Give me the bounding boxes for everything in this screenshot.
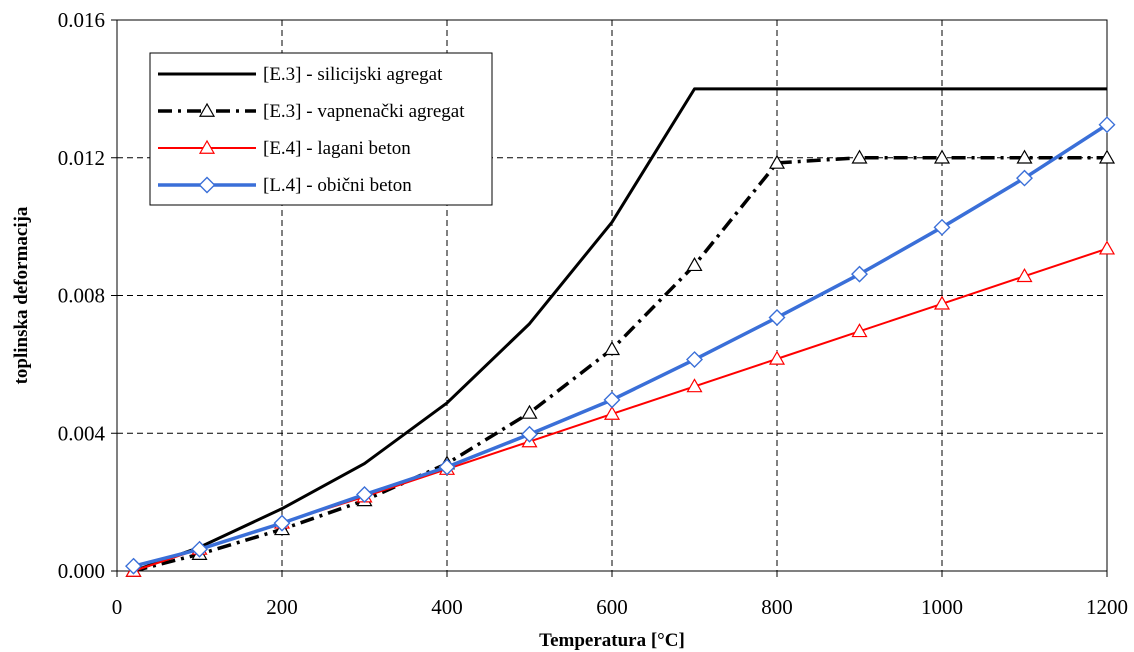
- point-marker: [125, 557, 142, 575]
- point-marker: [273, 514, 291, 532]
- point-marker: [1098, 240, 1116, 255]
- legend-item: [E.4] - lagani beton: [158, 138, 411, 159]
- point-marker: [686, 378, 703, 393]
- point-marker: [603, 405, 621, 420]
- point-marker: [191, 540, 208, 558]
- point-marker: [1098, 116, 1116, 134]
- legend-item: [E.3] - silicijski agregat: [158, 64, 443, 85]
- legend-marker: [198, 176, 216, 194]
- legend-marker: [198, 139, 216, 154]
- legend-label: [E.3] - silicijski agregat: [263, 64, 443, 85]
- series-layer: [125, 87, 1116, 577]
- point-marker: [603, 391, 621, 409]
- point-marker: [438, 458, 456, 476]
- point-marker: [851, 323, 868, 338]
- series-line-e-3-silicijski-agregat: [132, 87, 1107, 573]
- point-marker: [686, 256, 703, 272]
- point-marker: [356, 486, 373, 504]
- legend-marker: [198, 102, 216, 117]
- point-marker: [851, 149, 868, 164]
- point-marker: [851, 265, 868, 283]
- x-tick-label: 200: [266, 595, 298, 619]
- series-e-3-silicijski-agregat: [132, 87, 1107, 573]
- legend: [E.3] - silicijski agregat [E.3] - vapnen…: [149, 52, 493, 206]
- y-tick-label: 0.008: [58, 284, 105, 308]
- point-marker: [933, 149, 951, 164]
- point-marker: [521, 404, 538, 419]
- point-marker: [686, 351, 703, 369]
- y-tick-label: 0.000: [58, 559, 105, 583]
- x-axis-title: Temperatura [°C]: [539, 630, 685, 651]
- y-axis-ticks: 0.000 0.004 0.008 0.012 0.016: [58, 8, 117, 583]
- legend-item: [E.3] - vapnenački agregat: [158, 101, 465, 122]
- x-tick-label: 400: [431, 595, 463, 619]
- legend-label: [E.3] - vapnenački agregat: [263, 101, 465, 122]
- x-tick-label: 0: [112, 595, 123, 619]
- x-tick-label: 800: [761, 595, 793, 619]
- point-marker: [768, 154, 786, 169]
- legend-label: [L.4] - obični beton: [263, 175, 412, 196]
- legend-item: [L.4] - obični beton: [158, 175, 412, 196]
- point-marker: [933, 218, 951, 236]
- legend-label: [E.4] - lagani beton: [263, 138, 411, 159]
- x-tick-label: 1200: [1086, 595, 1128, 619]
- y-tick-label: 0.012: [58, 146, 105, 170]
- point-marker: [933, 295, 951, 310]
- point-marker: [1016, 169, 1033, 187]
- series-l-4-obi-ni-beton: [125, 116, 1116, 575]
- y-tick-label: 0.016: [58, 8, 105, 32]
- point-marker: [603, 341, 621, 356]
- y-axis-title: toplinska deformacija: [11, 206, 32, 384]
- point-marker: [768, 309, 786, 327]
- point-marker: [521, 425, 538, 443]
- x-axis-ticks: 0 200 400 600 800 1000 1200: [112, 571, 1128, 619]
- y-tick-label: 0.004: [58, 421, 106, 445]
- x-tick-label: 1000: [921, 595, 963, 619]
- point-marker: [1016, 149, 1033, 164]
- point-marker: [768, 350, 786, 365]
- x-tick-label: 600: [596, 595, 628, 619]
- point-marker: [1016, 268, 1033, 283]
- point-marker: [1098, 149, 1116, 164]
